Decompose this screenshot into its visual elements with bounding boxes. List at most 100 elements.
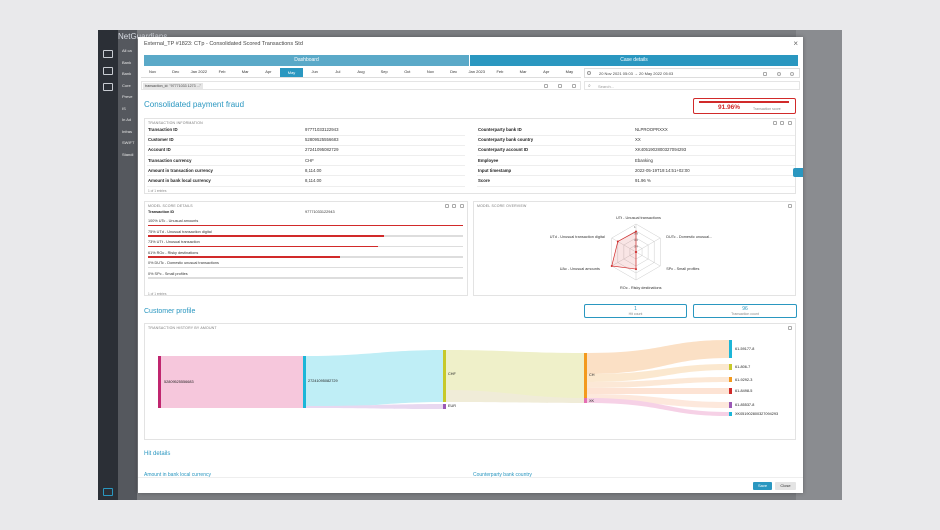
sidebar-item[interactable]: Infras [122,129,133,134]
timeline-month[interactable]: Mar [241,69,249,74]
sidebar-item[interactable]: Preve [122,94,133,99]
close-button[interactable]: Close [775,482,796,490]
sankey-label: XK [589,399,595,403]
history-icon[interactable] [777,71,781,76]
sidebar-item[interactable]: IS [122,106,126,111]
refresh-icon[interactable] [790,71,794,76]
model-bar [148,256,341,258]
row-divider [147,165,465,167]
sidebar-item[interactable]: Core [122,83,131,88]
field-label: Input timestamp [478,167,512,173]
model-bar [148,245,378,247]
radar-axis [635,237,661,253]
list-icon[interactable] [103,83,113,91]
flow-ch-t3 [587,377,729,388]
timeline-month[interactable]: Apr [543,69,550,74]
sidebar-item[interactable]: In Ad [122,117,132,122]
field-label: Amount in bank local currency [148,178,211,183]
expand-icon[interactable] [788,121,792,125]
sankey-label: 61-9292-3 [735,378,753,382]
expand-icon[interactable] [788,326,792,330]
timeline-month[interactable]: Sep [380,69,388,74]
settings-icon[interactable] [780,121,784,125]
timeline-month[interactable]: Dec [172,69,180,74]
app-title: NetGuardians [118,32,167,41]
node-eur [443,404,446,409]
settings-icon[interactable] [452,204,456,208]
filter-icon[interactable] [558,84,562,88]
sidebar-item[interactable]: Standi [122,152,134,157]
edit-icon[interactable] [544,84,548,88]
save-button[interactable]: Save [753,482,772,490]
case-modal: External_TP #1823: CTp - Consolidated Sc… [138,37,803,493]
row-divider [147,175,465,177]
search-input[interactable]: ⌕ Search... [584,81,800,90]
amount-link[interactable]: Amount in bank local currency [144,472,211,478]
radar-point [610,265,613,267]
radar-tick: 0.4 [634,245,639,249]
timeline-month[interactable]: Feb [496,69,504,74]
radar-axis-label: UAc - Unusual amounts [559,267,600,271]
timeline-month[interactable]: Aug [357,69,365,74]
expand-icon[interactable] [788,204,792,208]
download-icon[interactable] [445,204,449,208]
timeline-month[interactable]: Jun [311,69,318,74]
expand-icon[interactable] [460,204,464,208]
score-bar [699,101,789,103]
filter-chip[interactable]: transaction_id: "97771033 1273 ..." [143,83,203,89]
search-placeholder: Search... [598,84,615,89]
filter-bar[interactable]: transaction_id: "97771033 1273 ..." [141,81,581,90]
timeline-month[interactable]: Nov [426,69,435,74]
timeline-month[interactable]: May [279,68,304,77]
timeline-month[interactable]: Dec [450,69,458,74]
timeline-month[interactable]: Apr [265,69,272,74]
sidebar-item[interactable]: SWIFT [122,140,135,145]
download-icon[interactable] [773,121,777,125]
sidebar-item[interactable]: Bank [122,71,132,76]
timeline-month[interactable]: Jan 2023 [468,69,486,74]
calendar-icon[interactable] [763,71,767,76]
model-overview-card: Model score overview 1 0.8 0.6 0.4 UTt - Un… [473,201,796,296]
field-label: Amount in transaction currency [148,167,213,173]
grid-icon[interactable] [103,67,113,75]
sankey-label: 61-85537-8 [735,403,755,407]
date-range-picker[interactable]: 20 Nov 2021 05:03 → 20 May 2022 05:03 [584,68,800,78]
case-icon[interactable] [103,50,113,58]
field-label: Transaction ID [148,127,178,132]
country-link[interactable]: Counterparty bank country [473,472,532,478]
tx-count-stat: 96 Transaction count [693,304,797,318]
tab-case-details[interactable]: Case details [470,55,798,66]
sankey-label: CHF [448,372,456,376]
flow-ch-t5 [587,394,729,408]
sidebar-item[interactable]: Bank [122,60,132,65]
save-filter-icon[interactable] [572,84,576,88]
node-xk [584,398,587,403]
timeline-month[interactable]: Jul [335,69,341,74]
model-bar [148,224,463,226]
field-label: Customer ID [148,137,174,143]
sankey-label: CH [589,373,595,377]
row-divider [147,154,465,156]
radar-chart: 1 0.8 0.6 0.4 [610,223,661,281]
card-title: Model score details [148,204,193,208]
timeline-month[interactable]: Jan 2022 [190,69,208,74]
flow-account-eur [306,404,443,409]
timeline-month[interactable]: Mar [519,69,527,74]
timeline[interactable]: Nov Dec Jan 2022 Feb Mar Apr May Jun Jul Aug Sep Oc… [141,67,581,78]
node-t2 [729,364,732,370]
side-toggle-icon[interactable] [793,168,803,177]
radar-point [616,240,619,243]
timeline-month[interactable]: May [565,69,574,74]
timeline-month[interactable]: Nov [149,69,157,74]
clock-icon [587,71,591,75]
close-icon[interactable]: × [793,39,798,48]
radar-axis-label: DUTc - Domestic unusual... [666,235,713,239]
tab-dashboard[interactable]: Dashboard [144,55,469,66]
radar-point [635,230,637,233]
row-divider [147,134,465,136]
radar-axis-label: ROc - Risky destinations [620,286,662,290]
node-chf [443,350,446,402]
sidebar-item[interactable]: All ca [122,48,132,53]
timeline-month[interactable]: Oct [404,69,411,74]
timeline-month[interactable]: Feb [218,69,226,74]
